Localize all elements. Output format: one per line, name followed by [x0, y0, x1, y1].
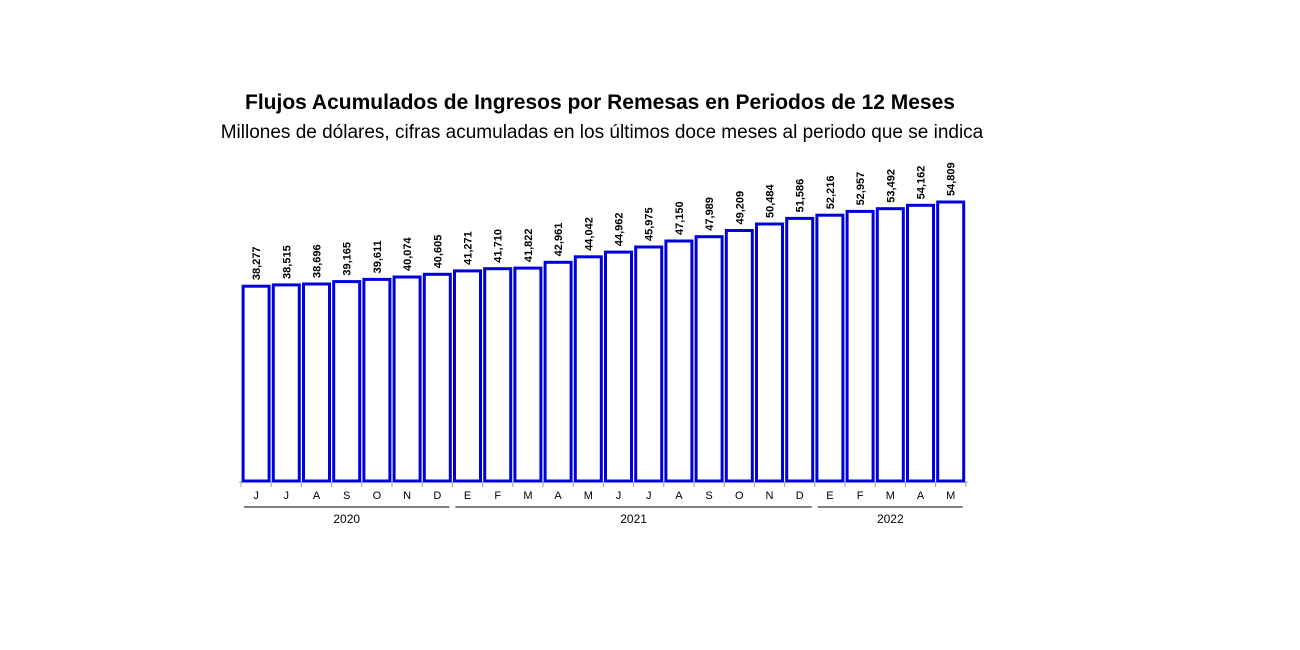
- year-group-label: 2021: [620, 512, 647, 526]
- data-label: 44,042: [583, 217, 595, 251]
- bar: [271, 283, 301, 483]
- bar: [694, 235, 724, 483]
- data-label: 39,611: [372, 240, 384, 273]
- x-tick-label: S: [343, 490, 350, 502]
- x-tick-label: J: [284, 490, 290, 502]
- data-label: 45,975: [644, 207, 656, 241]
- x-tick-label: D: [796, 490, 804, 502]
- data-label: 41,710: [493, 229, 505, 263]
- year-group-label: 2022: [877, 512, 904, 526]
- data-label: 40,605: [432, 235, 444, 269]
- x-tick-label: N: [766, 490, 774, 502]
- data-label: 53,492: [885, 169, 897, 203]
- bar: [543, 260, 573, 483]
- x-tick-label: M: [584, 490, 593, 502]
- bar: [422, 272, 452, 483]
- x-tick-label: F: [857, 490, 864, 502]
- bar: [936, 200, 966, 483]
- x-tick-label: M: [946, 490, 955, 502]
- x-tick-label: N: [403, 490, 411, 502]
- data-label: 52,216: [825, 176, 837, 210]
- x-tick-label: A: [917, 490, 925, 502]
- x-tick-label: O: [735, 490, 744, 502]
- bar: [483, 267, 513, 483]
- x-tick-label: A: [675, 490, 683, 502]
- year-group-label: 2020: [333, 512, 360, 526]
- data-label: 50,484: [765, 183, 777, 218]
- data-label: 42,961: [553, 223, 565, 257]
- bar: [815, 213, 845, 483]
- x-tick-label: D: [433, 490, 441, 502]
- data-label: 51,586: [795, 179, 807, 213]
- bar: [906, 203, 935, 483]
- data-label: 47,989: [704, 197, 716, 231]
- x-tick-label: E: [826, 490, 833, 502]
- bar: [875, 207, 905, 483]
- bar: [513, 266, 543, 483]
- data-label: 40,074: [402, 236, 414, 271]
- chart-subtitle: Millones de dólares, cifras acumuladas e…: [220, 122, 984, 143]
- bar: [604, 250, 633, 483]
- bar: [573, 255, 603, 483]
- x-tick-label: O: [373, 490, 382, 502]
- x-tick-label: A: [554, 490, 562, 502]
- bar: [453, 269, 482, 483]
- bar: [664, 239, 694, 483]
- x-tick-label: J: [646, 490, 652, 502]
- x-tick-label: M: [886, 490, 895, 502]
- bar: [785, 216, 815, 483]
- data-label: 47,150: [674, 201, 686, 235]
- data-label: 54,809: [946, 162, 958, 196]
- data-label: 49,209: [734, 191, 746, 225]
- bar: [845, 209, 875, 483]
- x-tick-label: J: [253, 490, 259, 502]
- data-label: 41,822: [523, 228, 535, 262]
- data-label: 38,696: [312, 244, 324, 278]
- data-label: 39,165: [342, 242, 354, 276]
- bar: [241, 284, 271, 483]
- x-tick-label: J: [616, 490, 622, 502]
- bar: [332, 280, 362, 483]
- bar: [755, 222, 784, 483]
- chart-title: Flujos Acumulados de Ingresos por Remesa…: [245, 91, 955, 114]
- data-label: 38,515: [281, 245, 293, 279]
- bar: [362, 277, 392, 483]
- data-label: 44,962: [614, 212, 626, 246]
- x-tick-label: M: [523, 490, 532, 502]
- bar: [724, 229, 754, 483]
- data-label: 41,271: [463, 231, 475, 265]
- bar: [392, 275, 422, 483]
- data-label: 54,162: [916, 166, 928, 200]
- bar: [634, 245, 664, 483]
- x-tick-label: S: [705, 490, 712, 502]
- data-label: 38,277: [251, 246, 263, 280]
- data-label: 52,957: [855, 172, 867, 206]
- bar: [302, 282, 331, 483]
- x-tick-label: E: [464, 490, 471, 502]
- x-tick-label: F: [494, 490, 501, 502]
- x-tick-label: A: [313, 490, 321, 502]
